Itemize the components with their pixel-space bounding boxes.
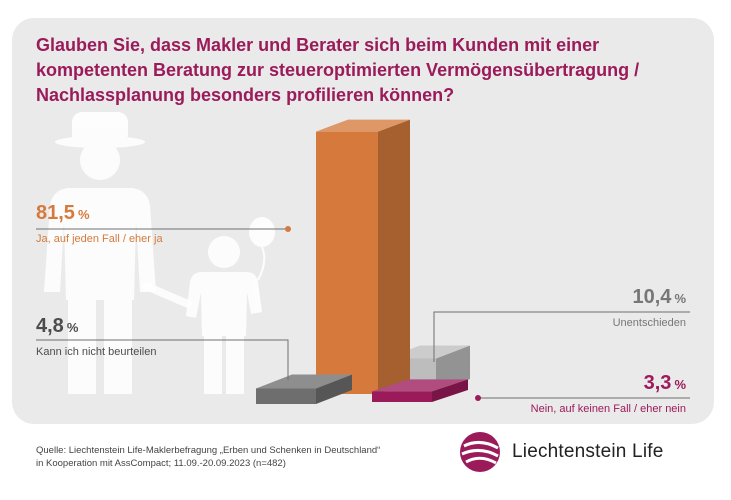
bar-top-kann-nicht (256, 374, 352, 389)
bar-side-nein (432, 379, 468, 402)
value-label-unentschieden: 10,4 (632, 286, 672, 308)
brand-name: Liechtenstein Life (512, 441, 664, 462)
leader-line-unentschieden (433, 311, 690, 362)
value-label-kann-nicht: 4,8 (36, 315, 64, 337)
source-line-1: Quelle: Liechtenstein Life-Maklerbefragu… (36, 445, 381, 456)
value-label-nein: 3,3 (643, 372, 672, 394)
bar-side-ja (378, 119, 410, 394)
unit-kann-nicht: % (66, 320, 79, 335)
bar-front-kann-nicht (256, 388, 316, 404)
unit-unentschieden: % (674, 291, 686, 306)
chart-title: Glauben Sie, dass Makler und Berater sic… (36, 35, 640, 105)
label-nein: 3,3% Nein, auf keinen Fall / eher nein (531, 372, 686, 415)
brand-logo: Liechtenstein Life (458, 430, 663, 474)
caption-nein: Nein, auf keinen Fall / eher nein (530, 403, 686, 415)
bar-front-nein (372, 391, 432, 402)
label-unentschieden: 10,4% Unentschieden (613, 286, 686, 329)
label-kann-nicht: 4,8% Kann ich nicht beurteilen (36, 315, 156, 358)
source-note: Quelle: Liechtenstein Life-Maklerbefragu… (36, 444, 380, 470)
caption-kann-nicht: Kann ich nicht beurteilen (36, 346, 157, 358)
unit-nein: % (674, 377, 686, 392)
bar-top-ja (316, 119, 410, 132)
source-line-2: in Kooperation mit AssCompact; 11.09.-20… (36, 458, 286, 469)
bar-top-nein (372, 379, 468, 392)
bar-side-kann-nicht (316, 374, 352, 404)
leader-dot-nein (475, 395, 481, 401)
leader-dot-ja (285, 226, 291, 232)
bar-front-ja (316, 131, 378, 394)
liechtenstein-life-logo-icon (460, 432, 500, 472)
unit-ja: % (77, 207, 90, 222)
value-label-ja: 81,5 (36, 202, 75, 224)
caption-ja: Ja, auf jeden Fall / eher ja (36, 233, 163, 245)
caption-unentschieden: Unentschieden (612, 317, 686, 329)
label-ja: 81,5% Ja, auf jeden Fall / eher ja (36, 202, 163, 245)
leader-line-kann-nicht (36, 339, 289, 380)
